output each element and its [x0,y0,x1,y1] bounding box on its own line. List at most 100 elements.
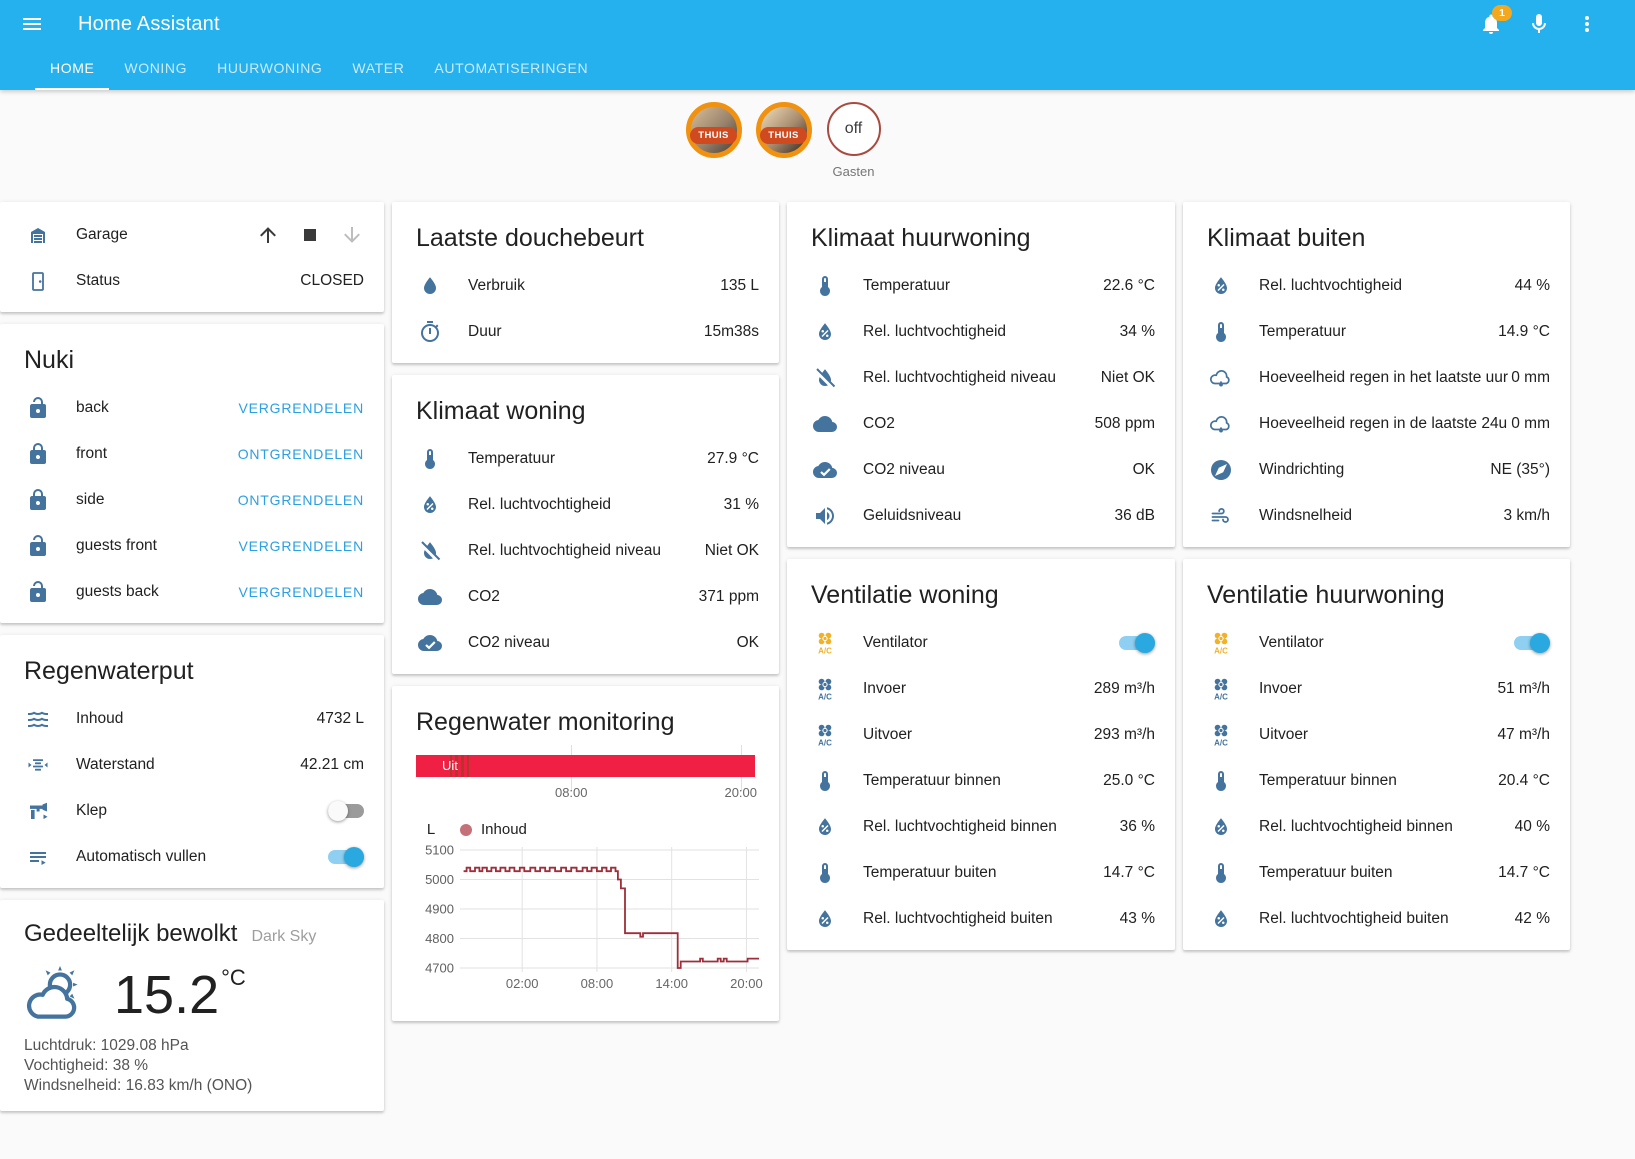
toggle-switch[interactable] [1119,633,1155,653]
entity-row[interactable]: Temperatuur binnen 20.4 °C [1183,758,1570,804]
entity-row[interactable]: CO2 371 ppm [392,574,779,620]
entity-row[interactable]: Klep [0,788,384,834]
entity-row[interactable]: front ONTGRENDELEN [0,431,384,477]
svg-text:A/C: A/C [1214,693,1228,702]
menu-icon[interactable] [20,12,44,36]
entity-value: 14.7 °C [1103,864,1155,881]
garage-icon [26,223,50,247]
entity-row[interactable]: Rel. luchtvochtigheid 44 % [1183,263,1570,309]
lock-action-button[interactable]: VERGRENDELEN [238,400,364,416]
svg-text:A/C: A/C [818,739,832,748]
entity-row[interactable]: Duur 15m38s [392,309,779,355]
entity-row[interactable]: A/C Uitvoer 293 m³/h [787,712,1175,758]
tab-home[interactable]: HOME [35,48,110,90]
entity-row[interactable]: Temperatuur binnen 25.0 °C [787,758,1175,804]
entity-row[interactable]: Automatisch vullen [0,834,384,880]
entity-row[interactable]: Hoeveelheid regen in de laatste 24u 0 mm [1183,401,1570,447]
entity-row[interactable]: Rel. luchtvochtigheid 31 % [392,482,779,528]
svg-text:4900: 4900 [425,902,454,917]
lock-action-button[interactable]: ONTGRENDELEN [237,446,364,462]
tab-automatiseringen[interactable]: AUTOMATISERINGEN [434,60,589,76]
entity-row[interactable]: Status CLOSED [0,258,384,304]
toggle-switch[interactable] [328,847,364,867]
toggle-switch[interactable] [328,801,364,821]
entity-value: 43 % [1119,910,1155,927]
tab-huurwoning[interactable]: HUURWONING [217,60,323,76]
entity-row[interactable]: Temperatuur 14.9 °C [1183,309,1570,355]
entity-row[interactable]: Rel. luchtvochtigheid buiten 42 % [1183,896,1570,942]
toggle-switch[interactable] [1514,633,1550,653]
lock-action-button[interactable]: VERGRENDELEN [238,584,364,600]
entity-row[interactable]: Rel. luchtvochtigheid niveau Niet OK [392,528,779,574]
entity-label: guests front [76,537,157,554]
cover-open-button[interactable] [256,223,280,247]
entity-label: Rel. luchtvochtigheid binnen [863,818,1057,835]
entity-row[interactable]: Temperatuur 27.9 °C [392,436,779,482]
weather-card[interactable]: Gedeeltelijk bewolkt Dark Sky 15.2°C Luc… [0,900,384,1112]
douche-card: Laatste douchebeurt Verbruik 135 L Duur 15m… [392,202,779,363]
entity-row[interactable]: CO2 niveau OK [392,620,779,666]
entity-row[interactable]: side ONTGRENDELEN [0,477,384,523]
cloud-rain-icon [1209,366,1233,390]
svg-text:20:00: 20:00 [730,976,763,991]
entity-row[interactable]: Temperatuur buiten 14.7 °C [787,850,1175,896]
entity-label: Invoer [863,680,907,697]
person-badge[interactable]: THUIS [683,102,745,158]
entity-row[interactable]: A/C Invoer 289 m³/h [787,666,1175,712]
entity-row[interactable]: Windsnelheid 3 km/h [1183,493,1570,539]
lock-action-button[interactable]: ONTGRENDELEN [237,492,364,508]
entity-row[interactable]: Garage [0,212,384,258]
cloud-icon [418,585,442,609]
entity-row[interactable]: Hoeveelheid regen in het laatste uur 0 mm [1183,355,1570,401]
altimeter-icon [26,753,50,777]
entity-row[interactable]: Temperatuur 22.6 °C [787,263,1175,309]
entity-row[interactable]: A/C Ventilator [1183,620,1570,666]
entity-value: 508 ppm [1094,415,1155,432]
notifications-bell-icon[interactable]: 1 [1479,5,1512,36]
entity-row[interactable]: A/C Ventilator [787,620,1175,666]
guests-badge[interactable]: off Gasten [823,102,885,179]
garage-card: Garage Status CLOSED [0,202,384,312]
tab-water[interactable]: WATER [352,60,405,76]
entity-row[interactable]: Rel. luchtvochtigheid binnen 36 % [787,804,1175,850]
entity-row[interactable]: Windrichting NE (35°) [1183,447,1570,493]
entity-value: 135 L [720,277,759,294]
entity-row[interactable]: Rel. luchtvochtigheid niveau Niet OK [787,355,1175,401]
thermometer-icon [1209,861,1233,885]
entity-label: Uitvoer [1259,726,1309,743]
entity-row[interactable]: Verbruik 135 L [392,263,779,309]
entity-row[interactable]: Rel. luchtvochtigheid 34 % [787,309,1175,355]
cover-close-button[interactable] [340,223,364,247]
lock-action-button[interactable]: VERGRENDELEN [238,538,364,554]
entity-row[interactable]: Waterstand 42.21 cm [0,742,384,788]
cover-stop-button[interactable] [298,223,322,247]
entity-row[interactable]: CO2 niveau OK [787,447,1175,493]
entity-value: 22.6 °C [1103,277,1155,294]
entity-value: 36 % [1119,818,1155,835]
waves-icon [26,707,50,731]
hvac-icon: A/C [1209,723,1233,747]
entity-row[interactable]: back VERGRENDELEN [0,385,384,431]
guests-label: Gasten [832,164,875,179]
water-icon [418,274,442,298]
hvac-on-icon: A/C [813,631,837,655]
legend-series-label: Inhoud [481,821,527,838]
entity-row[interactable]: Geluidsniveau 36 dB [787,493,1175,539]
entity-row[interactable]: guests back VERGRENDELEN [0,569,384,615]
entity-row[interactable]: Temperatuur buiten 14.7 °C [1183,850,1570,896]
entity-row[interactable]: Inhoud 4732 L [0,696,384,742]
thermometer-icon [813,769,837,793]
overflow-menu-icon[interactable] [1575,12,1599,36]
person-badge[interactable]: THUIS [753,102,815,158]
entity-value: OK [736,634,759,651]
entity-row[interactable]: CO2 508 ppm [787,401,1175,447]
card-title: Klimaat huurwoning [811,224,1031,252]
ventilatie-woning-card: Ventilatie woning A/C Ventilator A/C Invoer… [787,559,1175,950]
entity-row[interactable]: guests front VERGRENDELEN [0,523,384,569]
entity-row[interactable]: Rel. luchtvochtigheid buiten 43 % [787,896,1175,942]
entity-row[interactable]: A/C Uitvoer 47 m³/h [1183,712,1570,758]
tab-woning[interactable]: WONING [124,60,188,76]
entity-row[interactable]: Rel. luchtvochtigheid binnen 40 % [1183,804,1570,850]
voice-microphone-icon[interactable] [1527,12,1551,36]
entity-row[interactable]: A/C Invoer 51 m³/h [1183,666,1570,712]
